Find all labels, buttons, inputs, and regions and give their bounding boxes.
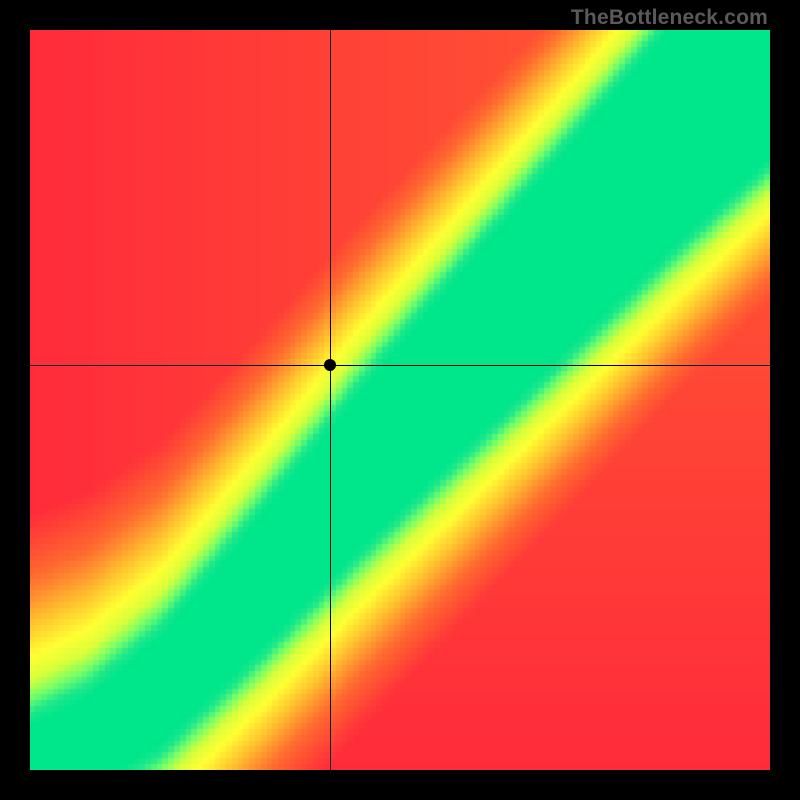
crosshair-vertical xyxy=(330,30,331,770)
bottleneck-heatmap xyxy=(30,30,770,770)
watermark-text: TheBottleneck.com xyxy=(571,6,768,30)
heatmap-canvas xyxy=(30,30,770,770)
crosshair-horizontal xyxy=(30,365,770,366)
marker-point xyxy=(324,359,336,371)
